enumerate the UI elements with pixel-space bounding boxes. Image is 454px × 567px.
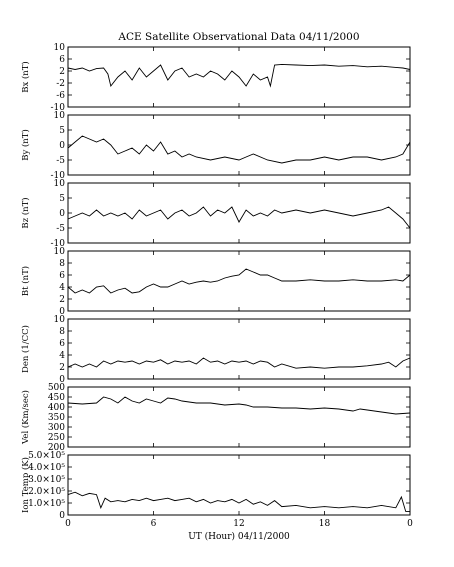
series-line [67,135,411,164]
y-tick-label: 5 [59,194,65,204]
y-tick-label: 2 [59,295,65,305]
panels-group: 10 6 2 -2 -6 -10 Bx (nT) 10 5 0 -5 -10 By (nT) 10 5 0 -5… [20,43,413,529]
panel-frame [67,250,411,312]
series-line [67,206,411,229]
y-tick-label: 2 [59,67,65,77]
chart-title: ACE Satellite Observational Data 04/11/2… [117,31,359,43]
y-tick-label: 300 [48,423,65,433]
series-line [67,396,411,415]
y-tick-label: -5 [56,224,65,234]
y-tick-label: 10 [54,43,66,53]
y-tick-label: 2.0×10⁵ [28,487,65,497]
y-tick-label: 350 [48,413,65,423]
panel-1: 10 6 2 -2 -6 -10 Bx (nT) [20,43,411,113]
y-tick-label: 0 [59,209,65,219]
y-tick-label: -5 [56,156,65,166]
y-tick-label: -6 [56,91,65,101]
y-axis-label: Bx (nT) [20,61,31,93]
y-tick-label: 4 [59,283,65,293]
y-axis-label: By (nT) [20,129,31,161]
y-tick-label: 10 [54,179,66,189]
y-axis-label: Bz (nT) [20,197,31,228]
y-tick-label: 6 [59,55,65,65]
series-line [67,63,411,88]
x-tick-label: 6 [151,519,157,529]
y-tick-label: 0 [59,307,65,317]
series-line [67,357,411,369]
y-tick-label: 0 [59,141,65,151]
y-tick-label: 2 [59,363,65,373]
y-tick-label: 4.0×10⁵ [28,463,65,473]
y-tick-label: 10 [54,315,66,325]
y-tick-label: 5.0×10⁵ [28,451,65,461]
y-tick-label: 6 [59,339,65,349]
y-tick-label: 450 [48,393,65,403]
y-tick-label: 400 [48,403,65,413]
x-axis-label: UT (Hour) 04/11/2000 [188,531,290,542]
y-tick-label: 10 [54,111,66,121]
y-tick-label: 1.0×10⁵ [28,499,65,509]
x-tick-label: 0 [65,519,71,529]
y-tick-label: 0 [59,511,65,521]
x-tick-label: 0 [407,519,413,529]
y-tick-label: -10 [51,239,66,249]
panel-7: 5.0×10⁵ 4.0×10⁵ 3.0×10⁵ 2.0×10⁵ 1.0×10⁵ 0 Ion … [20,451,411,521]
y-axis-label: Vel (Km/sec) [20,390,31,445]
series-line [67,491,410,512]
panel-frame [67,386,411,448]
x-tick-label: 12 [233,519,244,529]
y-tick-label: 500 [48,383,65,393]
y-tick-label: -2 [56,79,65,89]
y-tick-label: 5 [59,126,65,136]
y-tick-label: 6 [59,271,65,281]
panel-5: 10 8 6 4 2 0 Den (1/CC) [20,315,411,385]
y-tick-label: 8 [59,259,65,269]
y-tick-label: 4 [59,351,65,361]
y-tick-label: 10 [54,247,66,257]
series-line [67,268,411,294]
y-tick-label: 3.0×10⁵ [28,475,65,485]
y-tick-label: 200 [48,443,65,453]
panel-frame [67,182,411,244]
panel-2: 10 5 0 -5 -10 By (nT) [20,111,411,181]
panel-frame [67,454,411,516]
y-tick-label: 8 [59,327,65,337]
panel-frame [67,114,411,176]
y-tick-label: 250 [48,433,65,443]
y-axis-label: Den (1/CC) [20,325,31,373]
y-axis-label: Ion Temp (K) [20,457,31,513]
y-axis-label: Bt (nT) [20,266,31,296]
x-tick-label: 18 [319,519,331,529]
y-tick-label: -10 [51,171,66,181]
panel-4: 10 8 6 4 2 0 Bt (nT) [20,247,411,317]
panel-frame [67,318,411,380]
y-tick-label: 0 [59,375,65,385]
y-tick-label: -10 [51,103,66,113]
panel-3: 10 5 0 -5 -10 Bz (nT) [20,179,411,249]
